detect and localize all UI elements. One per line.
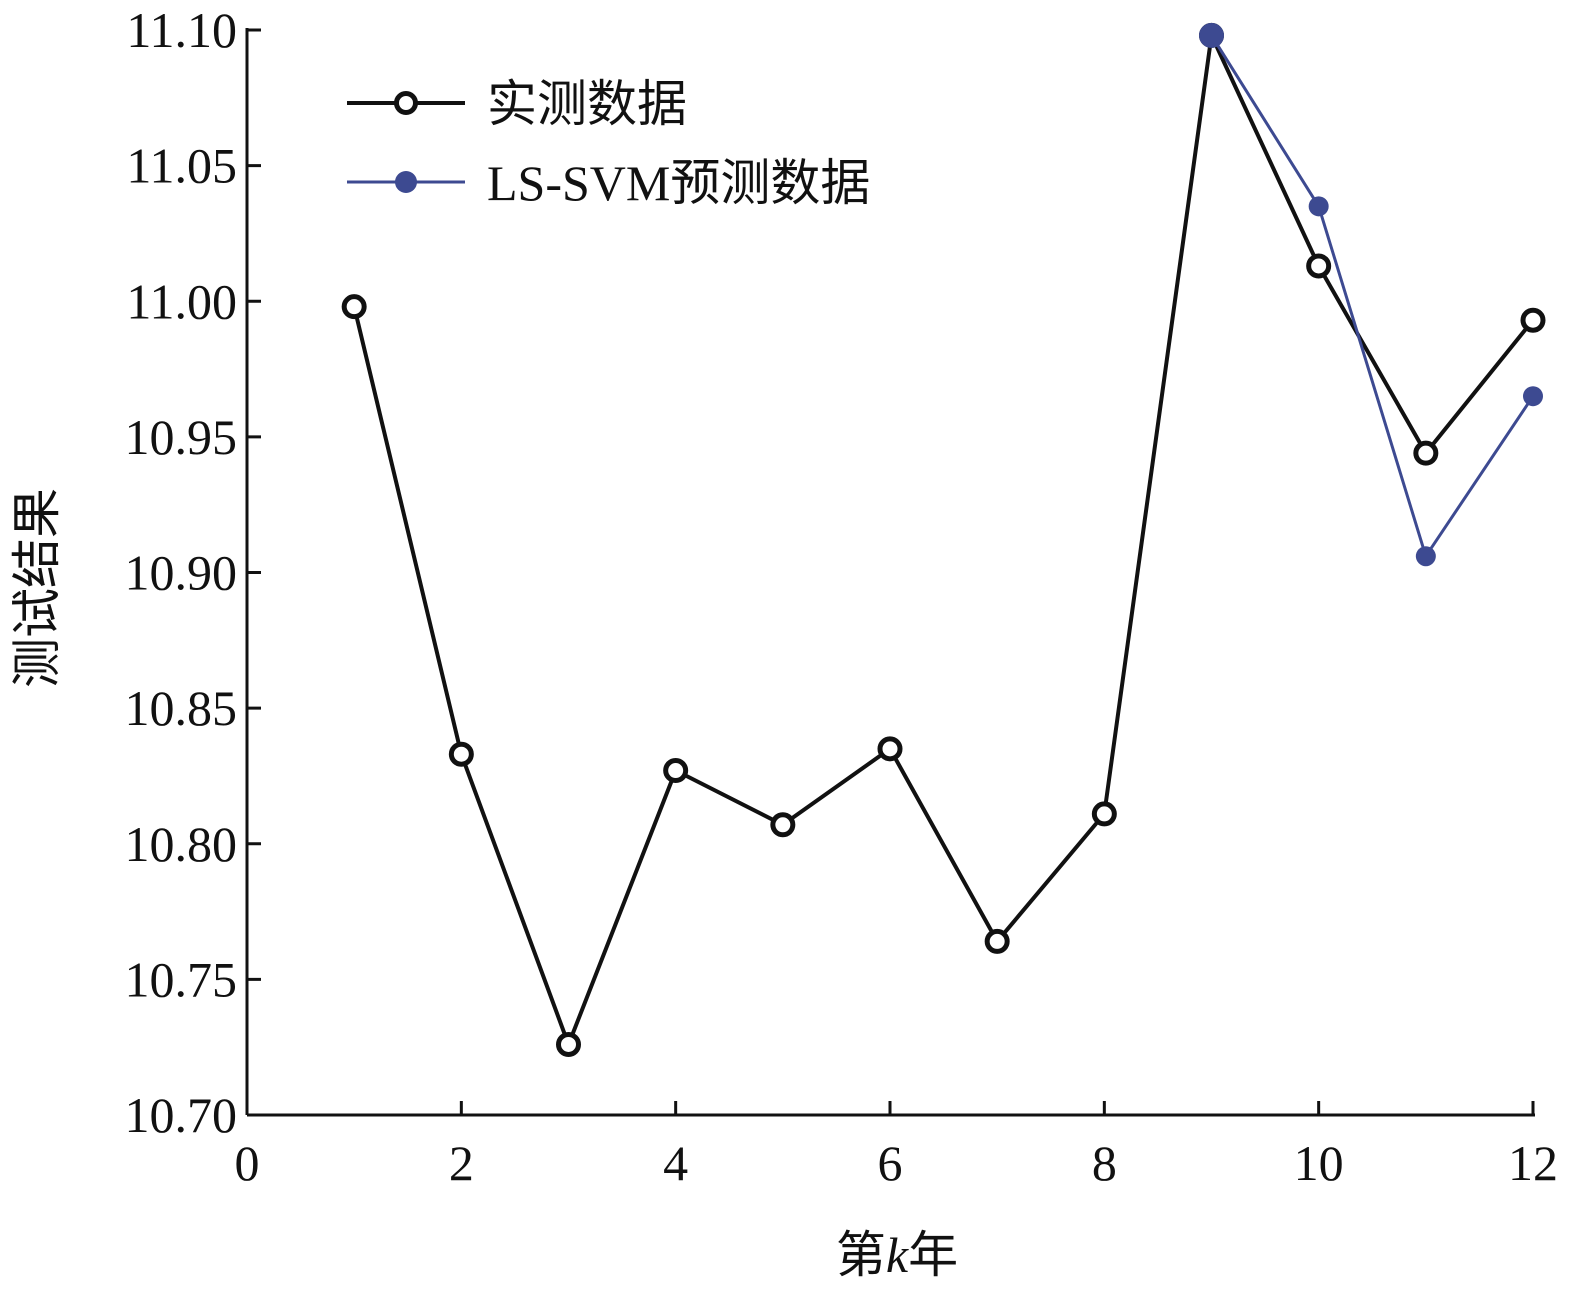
y-tick-label: 11.00 [126,273,237,329]
y-tick-label: 11.05 [126,138,237,194]
axes [245,28,1535,1117]
data-point [1091,801,1117,827]
y-axis-ticks: 10.70 10.75 10.80 10.85 10.90 10.95 11.00 11.05… [125,2,261,1143]
data-point [1306,253,1332,279]
legend-marker-measured [394,91,418,115]
y-tick-label: 10.90 [125,545,238,601]
x-axis-title-variable: k [886,1227,909,1283]
data-point [1199,22,1224,48]
data-point [663,758,689,784]
series-measured [341,22,1546,1057]
series-line [1210,34,1535,558]
data-point [770,812,796,838]
series-predicted [1199,22,1543,567]
x-axis-title: 第k年 [836,1227,958,1283]
x-axis-ticks: 0 2 4 6 8 10 12 [235,1101,1558,1191]
legend: 实测数据 LS-SVM预测数据 [347,76,870,211]
y-tick-label: 10.80 [125,816,238,872]
x-axis-title-suffix: 年 [908,1227,958,1283]
x-tick-label: 0 [235,1135,260,1191]
y-tick-label: 10.75 [125,951,238,1007]
series-layer [341,22,1546,1057]
y-tick-label: 10.85 [125,680,238,736]
x-tick-label: 12 [1508,1135,1558,1191]
legend-label-measured: 实测数据 [487,76,687,132]
x-axis-title-prefix: 第 [836,1227,886,1283]
data-point [1308,196,1329,217]
y-axis-title: 测试结果 [9,488,65,688]
series-line [352,33,1535,1047]
data-point [448,741,474,767]
legend-marker-predicted [395,171,417,193]
legend-item-predicted: LS-SVM预测数据 [347,155,870,211]
data-point [341,294,367,320]
x-tick-label: 8 [1092,1135,1117,1191]
legend-label-predicted: LS-SVM预测数据 [487,155,870,211]
x-tick-label: 6 [878,1135,903,1191]
data-point [1520,307,1546,333]
data-point [877,736,903,762]
x-tick-label: 4 [663,1135,688,1191]
y-tick-label: 10.95 [125,409,238,465]
data-point [1523,386,1543,407]
data-point [556,1031,581,1057]
data-point [1413,440,1439,466]
x-tick-label: 10 [1294,1135,1344,1191]
y-tick-label: 11.10 [126,2,237,58]
data-point [984,928,1010,954]
data-point [1415,546,1436,567]
y-tick-label: 10.70 [125,1087,238,1143]
legend-item-measured: 实测数据 [347,76,687,132]
x-tick-label: 2 [449,1135,474,1191]
